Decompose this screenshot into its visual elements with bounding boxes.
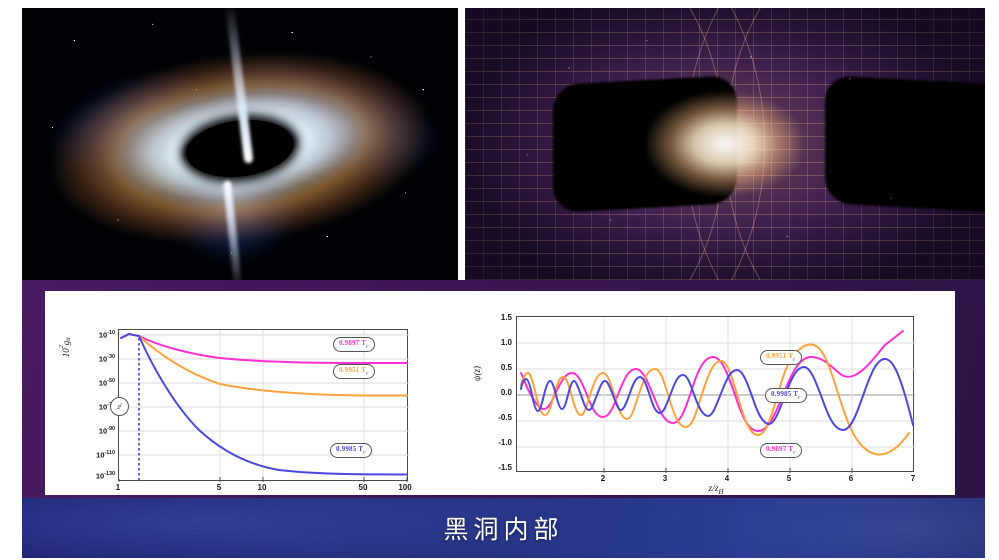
scalar-xtick-3: 5	[786, 474, 792, 483]
metric-chart: 102gtt 10-10 10-30 10-50 10-70 10-90 10-…	[58, 303, 428, 507]
wormhole-sparkle-layer	[465, 8, 985, 280]
metric-ytick-4: 10-90	[98, 426, 115, 436]
metric-ytick-6: 10-130	[95, 471, 115, 481]
scalar-curve-0.9985	[520, 357, 914, 432]
metric-legend-0.9951: 0.9951 Tc	[333, 364, 375, 380]
metric-ytick-3: 10-70	[98, 402, 115, 412]
scalar-legend-0.9985: 0.9985 Tc	[765, 388, 807, 404]
title-bar-dust	[22, 498, 985, 558]
scalar-plot-svg	[517, 317, 915, 473]
metric-ytick-5: 10-110	[96, 450, 115, 460]
slide-title-bar: 黑洞内部	[22, 498, 985, 558]
metric-xtick-3: 50	[358, 483, 368, 492]
metric-curve-0.9985	[120, 332, 408, 476]
metric-ytick-0: 10-10	[98, 330, 115, 340]
black-hole-image	[22, 8, 458, 280]
page-title: 黑洞内部	[443, 517, 564, 544]
scalar-ytick-6: -1.5	[498, 463, 512, 472]
scalar-field-chart: ψ(z) 1.5 1.0 0.5 0.0 -0.5 -1.0 -1.5	[470, 300, 940, 496]
metric-xtick-0: 1	[115, 483, 121, 492]
metric-xtick-4: 100	[398, 483, 412, 492]
scalar-xtick-2: 4	[724, 474, 730, 483]
metric-curve-0.9897	[120, 332, 408, 364]
scalar-plot-area	[516, 316, 915, 473]
metric-legend-0.9897: 0.9897 Tc	[333, 337, 375, 353]
metric-ytick-2: 10-50	[98, 378, 115, 388]
scalar-ytick-2: 0.5	[500, 363, 512, 372]
metric-legend-0.9985: 0.9985 Tc	[330, 443, 372, 459]
image-band	[22, 8, 985, 280]
scalar-legend-0.9897: 0.9897 Tc	[760, 443, 802, 459]
scalar-ytick-4: -0.5	[498, 413, 512, 422]
scalar-chart-xlabel: z/zH	[708, 484, 724, 496]
metric-curve-0.9951	[120, 332, 408, 397]
metric-ytick-1: 10-30	[98, 354, 115, 364]
metric-xtick-1: 5	[216, 483, 222, 492]
scalar-chart-ylabel: ψ(z)	[472, 366, 482, 382]
scalar-ytick-3: 0.0	[500, 388, 512, 397]
scalar-legend-0.9951: 0.9951 Tc	[760, 350, 802, 366]
wormhole-image	[465, 8, 985, 280]
scalar-xtick-4: 6	[848, 474, 854, 483]
scalar-ytick-0: 1.5	[500, 313, 512, 322]
metric-xtick-2: 10	[257, 483, 267, 492]
scalar-ytick-5: -1.0	[498, 438, 512, 447]
scalar-curve-0.9951	[520, 343, 910, 456]
scalar-xtick-0: 2	[600, 474, 606, 483]
metric-plot-svg	[119, 330, 409, 482]
scalar-xtick-1: 3	[662, 474, 668, 483]
scalar-xtick-5: 7	[910, 474, 916, 483]
scalar-ytick-1: 1.0	[500, 338, 512, 347]
